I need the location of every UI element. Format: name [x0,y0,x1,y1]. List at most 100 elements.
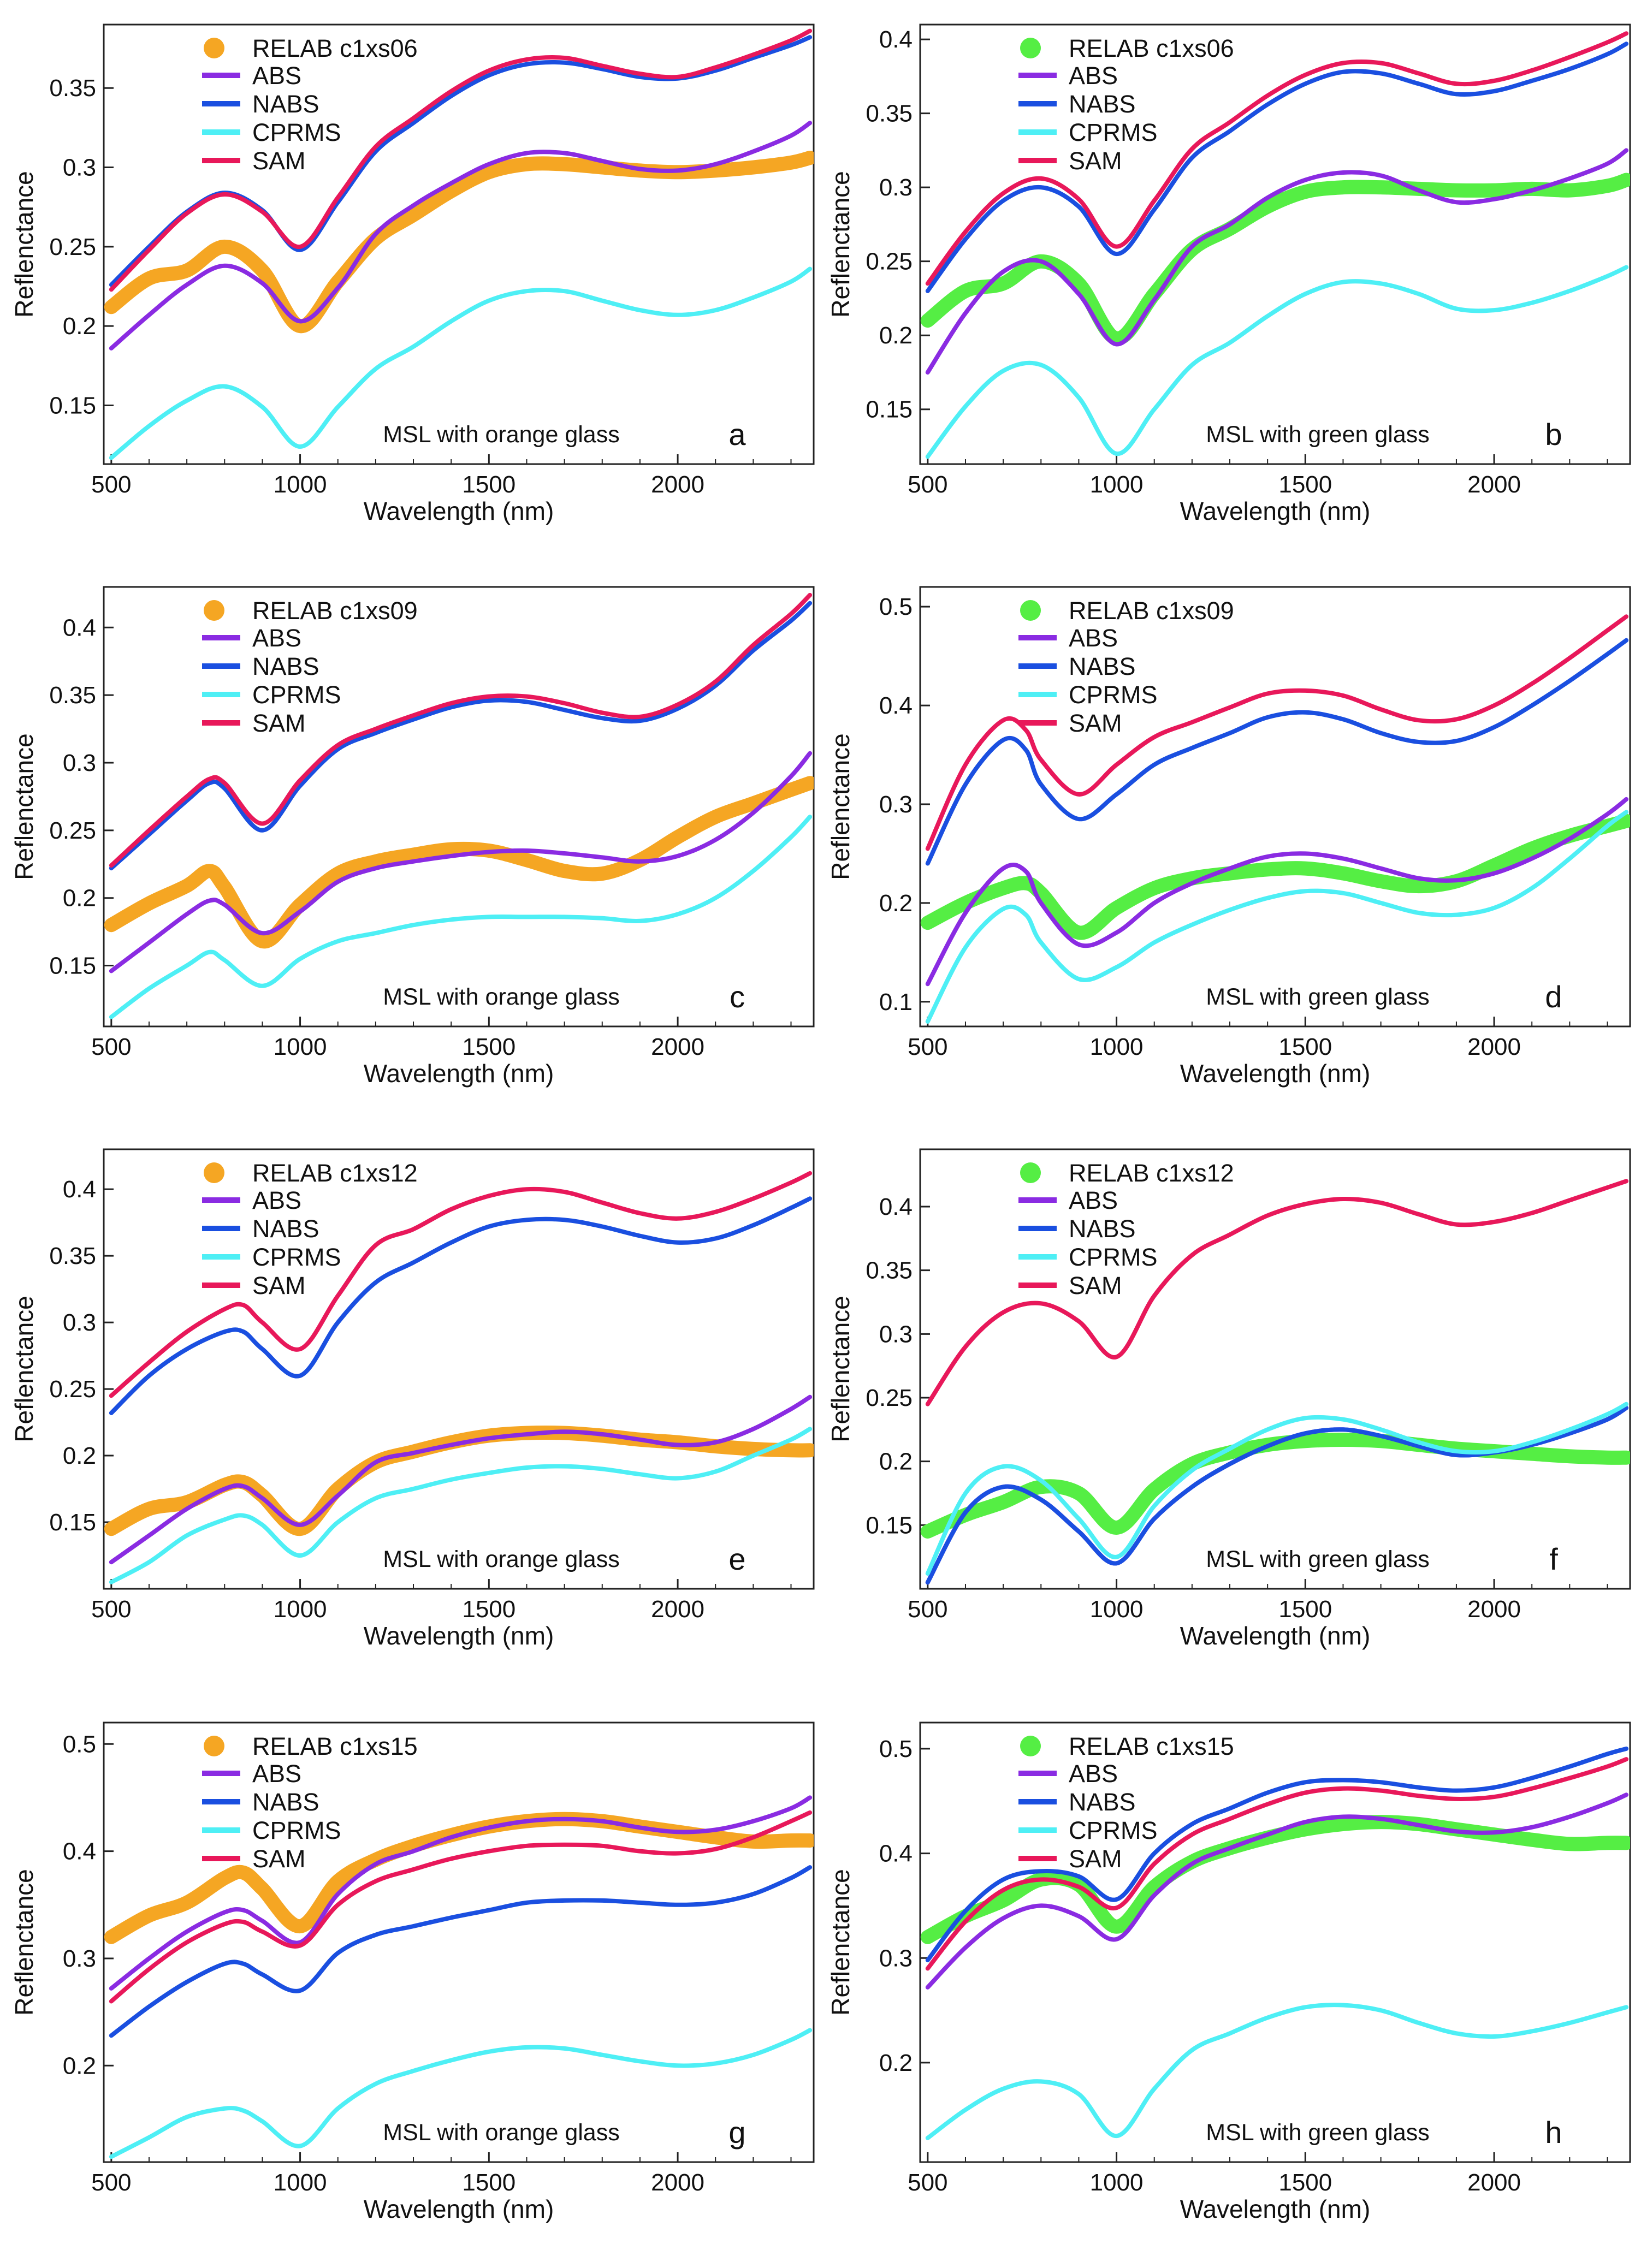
legend-label-sam: SAM [1069,709,1122,737]
y-tick-label: 0.2 [63,2052,96,2079]
series-line-cprms [109,266,813,460]
series-group [104,1795,814,2159]
y-tick-label: 0.35 [49,682,96,709]
x-tick-label: 2000 [651,471,704,498]
legend-label-relab: RELAB c1xs12 [252,1159,418,1187]
x-tick-label: 1000 [274,471,327,498]
legend-label-sam: SAM [252,147,306,175]
y-axis-title: Reflenctance [826,171,855,318]
x-tick-label: 2000 [651,1034,704,1060]
series-group [104,1171,814,1584]
y-tick-label: 0.15 [49,1509,96,1536]
y-tick-label: 0.2 [63,313,96,340]
legend-label-cprms: CPRMS [1069,681,1158,709]
series-line-relab-c1xs09 [920,814,1630,940]
series-line-sam [925,1179,1629,1406]
x-tick-label: 500 [908,471,947,498]
legend-label-sam: SAM [1069,147,1122,175]
x-axis-title: Wavelength (nm) [364,1059,554,1088]
x-tick-label: 2000 [651,2169,704,2196]
legend-marker-relab [1020,38,1041,58]
legend-marker-relab [204,1736,224,1756]
legend-label-abs: ABS [1069,1186,1118,1214]
series-line-sam [925,31,1629,286]
series-line-relab-c1xs15 [104,1812,814,1944]
panel-b: 500 1000 1500 2000 0.15 0.2 0.25 0.3 0.35 0.4 Wave… [826,23,1631,525]
series-group [920,1746,1630,2140]
y-tick-label: 0.15 [49,392,96,419]
y-tick-label: 0.3 [63,1309,96,1336]
legend-marker-relab [204,38,224,58]
panel-annotation: MSL with orange glass [383,984,619,1010]
y-tick-label: 0.2 [879,2050,913,2076]
series-line-sam [109,28,813,292]
y-tick-label: 0.15 [49,953,96,979]
legend-marker-relab [1020,1162,1041,1183]
series-line-cprms [925,265,1629,459]
panel-e: 500 1000 1500 2000 0.15 0.2 0.25 0.3 0.35 0.4 Wave… [10,1148,815,1650]
series-line-nabs [925,41,1629,293]
legend-label-nabs: NABS [252,652,319,680]
legend-label-nabs: NABS [1069,90,1136,118]
x-tick-label: 2000 [651,1596,704,1623]
legend-label-nabs: NABS [1069,1788,1136,1816]
series-line-abs [925,797,1629,987]
legend-label-sam: SAM [1069,1272,1122,1299]
legend-label-relab: RELAB c1xs09 [252,597,418,625]
legend-label-sam: SAM [1069,1845,1122,1873]
y-tick-label: 0.35 [49,75,96,102]
legend-label-nabs: NABS [1069,1215,1136,1243]
y-tick-label: 0.2 [63,1442,96,1469]
panel-annotation: MSL with green glass [1206,2119,1430,2146]
legend-marker-relab [1020,600,1041,621]
panel-letter: d [1545,979,1562,1014]
panel-letter: e [728,1542,745,1576]
series-line-nabs [109,1196,813,1415]
legend-label-abs: ABS [252,62,301,90]
series-line-sam [925,614,1629,851]
x-tick-label: 500 [908,2169,947,2196]
y-tick-label: 0.3 [879,791,913,818]
series-line-cprms [109,1427,813,1584]
legend-label-relab: RELAB c1xs06 [1069,34,1234,62]
series-group [104,28,814,460]
y-axis-title: Reflenctance [826,1869,855,2016]
series-line-sam [109,592,813,868]
x-tick-label: 500 [91,1596,131,1623]
x-axis-title: Wavelength (nm) [1180,2195,1371,2223]
y-tick-label: 0.4 [879,1840,913,1867]
legend-label-sam: SAM [252,1272,306,1299]
legend-label-relab: RELAB c1xs09 [1069,597,1234,625]
y-tick-label: 0.4 [879,26,913,53]
panel-letter: a [728,417,746,452]
x-tick-label: 500 [91,471,131,498]
y-axis-title: Reflenctance [10,171,38,318]
y-tick-label: 0.5 [879,593,913,620]
y-tick-label: 0.3 [63,1945,96,1972]
y-axis-title: Reflenctance [10,733,38,880]
x-tick-label: 1000 [1090,471,1144,498]
series-line-nabs [109,601,813,871]
y-tick-label: 0.3 [879,1321,913,1347]
series-line-abs [925,148,1629,375]
legend-label-nabs: NABS [252,1215,319,1243]
x-tick-label: 1000 [274,2169,327,2196]
y-tick-label: 0.25 [49,234,96,260]
legend-label-nabs: NABS [252,90,319,118]
panel-annotation: MSL with green glass [1206,1546,1430,1572]
x-tick-label: 2000 [1467,1034,1521,1060]
x-tick-label: 2000 [1467,2169,1521,2196]
legend-label-cprms: CPRMS [252,1243,341,1271]
y-tick-label: 0.15 [866,1512,913,1539]
plot-frame [919,1721,1631,2163]
x-tick-label: 2000 [1467,471,1521,498]
series-line-cprms [925,2003,1629,2140]
x-tick-label: 1000 [274,1596,327,1623]
plot-frame [103,23,815,465]
legend-label-abs: ABS [252,1186,301,1214]
plot-frame [919,23,1631,465]
y-tick-label: 0.5 [879,1736,913,1762]
